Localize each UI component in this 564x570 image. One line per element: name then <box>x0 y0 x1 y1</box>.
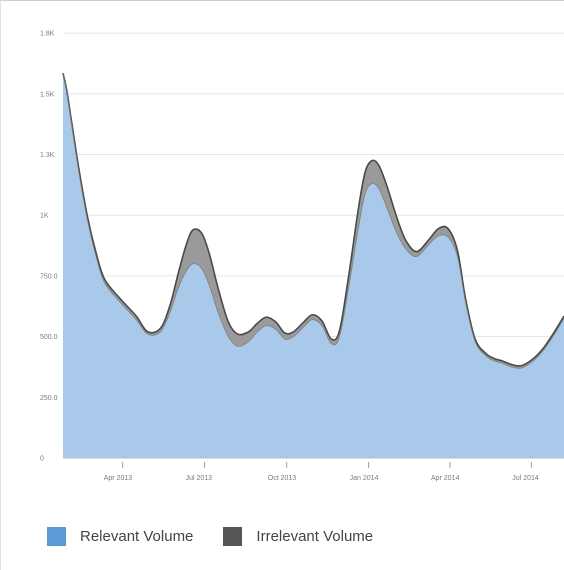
y-tick-label: 1.3K <box>40 152 55 159</box>
y-tick-label: 250.0 <box>40 395 58 402</box>
y-tick-label: 1K <box>40 213 49 220</box>
y-tick-label: 1.5K <box>40 91 55 98</box>
y-tick-label: 500.0 <box>40 334 58 341</box>
x-tick-label: Apr 2014 <box>431 475 460 482</box>
legend-label-relevant: Relevant Volume <box>80 528 194 545</box>
legend-item-relevant[interactable]: Relevant Volume <box>47 527 193 546</box>
y-tick-label: 1.8K <box>40 31 55 38</box>
legend-item-irrelevant[interactable]: Irrelevant Volume <box>223 527 373 546</box>
chart-legend: Relevant Volume Irrelevant Volume <box>47 527 403 546</box>
x-tick-label: Oct 2013 <box>268 475 297 482</box>
stacked-area-chart: 0 250.0 500.0 750.0 1K 1.3K 1.5K 1.8K Apr 2013 Ju… <box>40 31 564 482</box>
line-relevant-volume <box>62 73 564 369</box>
x-tick-label: Jan 2014 <box>350 475 379 482</box>
legend-swatch-irrelevant <box>223 527 243 546</box>
area-relevant-volume <box>63 73 564 459</box>
chart-axes: 0 250.0 500.0 750.0 1K 1.3K 1.5K 1.8K Apr 2013 Ju… <box>40 31 564 482</box>
y-tick-label: 750.0 <box>40 273 58 280</box>
legend-swatch-relevant <box>47 527 66 546</box>
legend-label-irrelevant: Irrelevant Volume <box>256 528 374 545</box>
x-tick-label: Apr 2013 <box>104 475 133 482</box>
x-tick-label: Jul 2013 <box>186 475 213 482</box>
line-total-volume <box>62 73 564 367</box>
chart-areas <box>62 73 564 459</box>
x-tick-label: Jul 2014 <box>512 475 539 482</box>
y-tick-label: 0 <box>40 456 44 463</box>
